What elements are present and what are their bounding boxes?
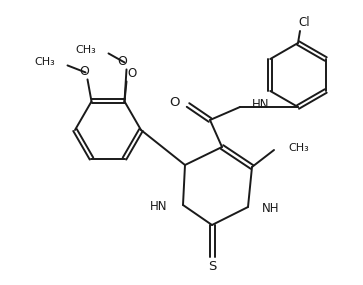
Text: HN: HN bbox=[150, 201, 167, 213]
Text: CH₃: CH₃ bbox=[288, 143, 309, 153]
Text: O: O bbox=[128, 67, 137, 80]
Text: S: S bbox=[208, 260, 216, 272]
Text: Cl: Cl bbox=[298, 17, 310, 30]
Text: O: O bbox=[170, 97, 180, 109]
Text: NH: NH bbox=[262, 203, 280, 215]
Text: CH₃: CH₃ bbox=[76, 45, 97, 55]
Text: HN: HN bbox=[252, 99, 269, 111]
Text: O: O bbox=[118, 55, 127, 68]
Text: CH₃: CH₃ bbox=[35, 57, 56, 68]
Text: O: O bbox=[79, 65, 89, 78]
